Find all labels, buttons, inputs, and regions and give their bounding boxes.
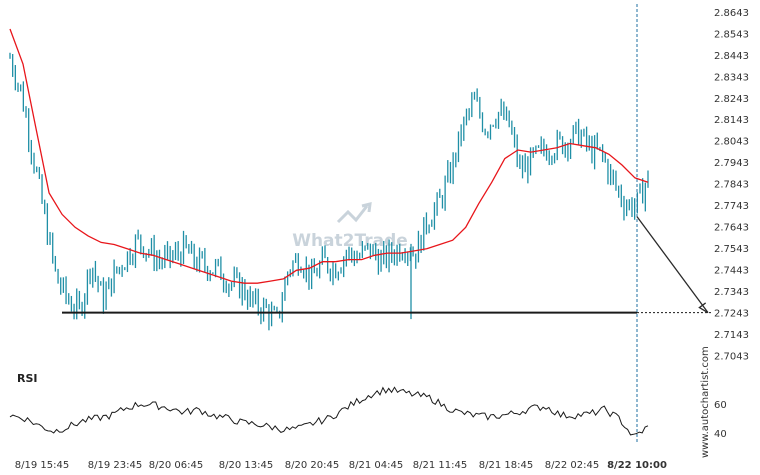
price-tick-label: 2.7943 xyxy=(714,158,749,169)
time-tick-label: 8/21 18:45 xyxy=(479,460,533,471)
forecast-arrow xyxy=(636,216,709,314)
price-candles xyxy=(9,52,649,331)
watermark-logo-icon xyxy=(336,202,372,224)
price-tick-label: 2.8443 xyxy=(714,51,749,62)
forecast xyxy=(636,4,709,442)
time-tick-label: 8/20 06:45 xyxy=(149,460,203,471)
time-tick-label: 8/20 20:45 xyxy=(285,460,339,471)
time-axis: 8/19 15:45 8/19 23:45 8/20 06:45 8/20 13:45… xyxy=(15,460,667,471)
price-tick-label: 2.7543 xyxy=(714,244,749,255)
rsi-panel: RSI xyxy=(9,372,649,436)
price-tick-label: 2.8543 xyxy=(714,29,749,40)
price-tick-label: 2.8243 xyxy=(714,94,749,105)
rsi-label: RSI xyxy=(17,372,38,385)
price-tick-label: 2.8143 xyxy=(714,115,749,126)
rsi-tick-label: 40 xyxy=(714,429,727,440)
rsi-axis: 60 40 xyxy=(714,400,727,440)
price-tick-label: 2.7043 xyxy=(714,352,749,363)
time-tick-label: 8/22 10:00 xyxy=(607,460,667,471)
time-tick-label: 8/22 02:45 xyxy=(545,460,599,471)
price-tick-label: 2.7243 xyxy=(714,309,749,320)
rsi-line xyxy=(9,386,649,436)
moving-average-line xyxy=(9,28,649,284)
rsi-tick-label: 60 xyxy=(714,400,727,411)
time-tick-label: 8/19 15:45 xyxy=(15,460,69,471)
price-tick-label: 2.7643 xyxy=(714,223,749,234)
side-brand: www.autochartist.com xyxy=(700,346,711,458)
price-tick-label: 2.7143 xyxy=(714,330,749,341)
price-tick-label: 2.7743 xyxy=(714,201,749,212)
price-tick-label: 2.8043 xyxy=(714,137,749,148)
time-tick-label: 8/21 04:45 xyxy=(349,460,403,471)
price-tick-label: 2.7443 xyxy=(714,266,749,277)
price-tick-label: 2.7343 xyxy=(714,287,749,298)
price-tick-label: 2.8343 xyxy=(714,72,749,83)
watermark: What2Trade xyxy=(292,202,408,251)
time-tick-label: 8/20 13:45 xyxy=(219,460,273,471)
price-tick-label: 2.7843 xyxy=(714,180,749,191)
time-tick-label: 8/21 11:45 xyxy=(413,460,467,471)
forecast-arrowhead-icon xyxy=(698,302,709,314)
price-tick-label: 2.8643 xyxy=(714,8,749,19)
time-tick-label: 8/19 23:45 xyxy=(88,460,142,471)
moving-average xyxy=(9,28,649,284)
watermark-brand: What2Trade xyxy=(292,231,408,251)
price-axis: 2.8643 2.8543 2.8443 2.8343 2.8243 2.8143 2.80… xyxy=(714,8,749,363)
